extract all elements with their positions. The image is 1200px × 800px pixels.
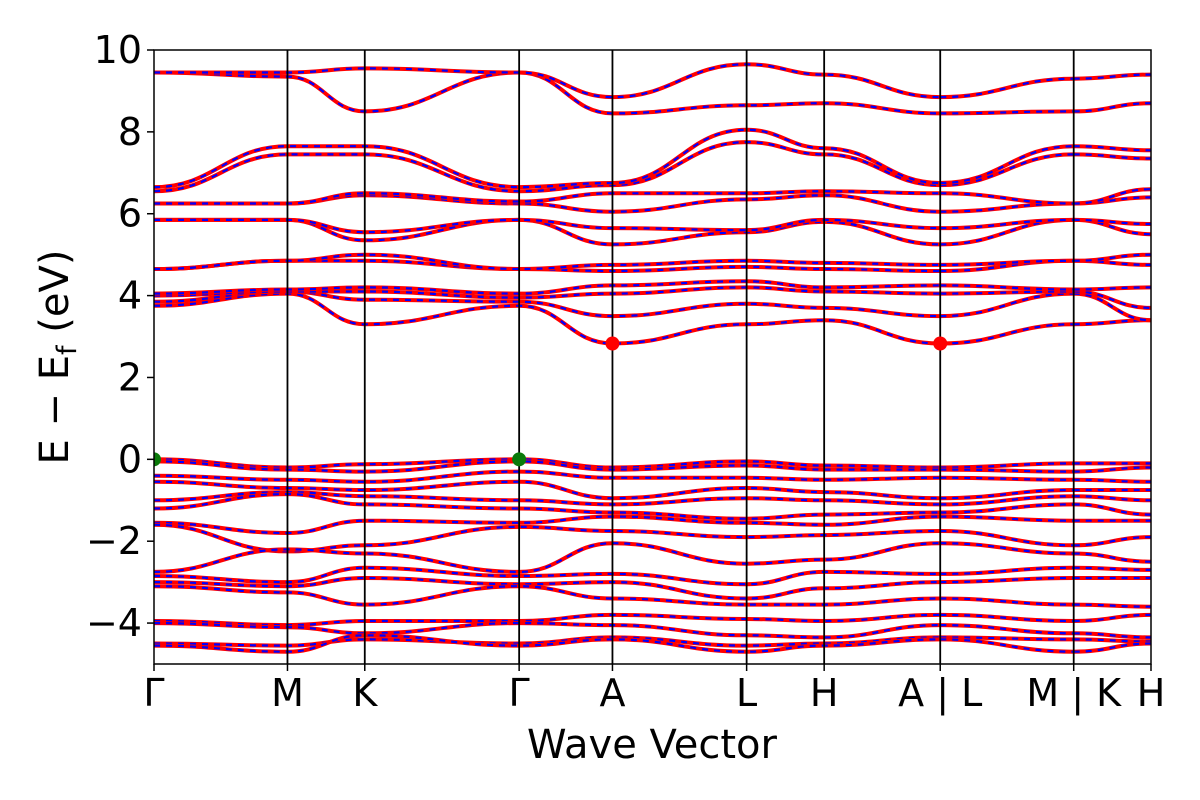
y-tick-label: −2 (86, 519, 142, 563)
x-tick-label: H (1137, 671, 1166, 715)
vbm-marker-2 (512, 452, 527, 467)
x-tick-label: M | K (1026, 671, 1122, 716)
band-vb7-dashed-line (154, 515, 1151, 535)
cbm-marker-3 (605, 336, 620, 351)
y-axis-ticks: −4 −2 0 2 4 6 8 10 (86, 28, 154, 645)
x-tick-label: K (352, 671, 378, 715)
x-tick-label: A | L (898, 671, 982, 716)
x-tick-label: L (736, 671, 757, 715)
band-cb11-dashed-line (154, 140, 1151, 193)
band-vb11-dashed-line (154, 576, 1151, 600)
y-tick-label: 10 (94, 28, 142, 72)
x-tick-label: Γ (143, 671, 164, 715)
y-tick-label: 0 (118, 437, 142, 481)
band-vb12-dashed-line (154, 585, 1151, 608)
band-lines (154, 62, 1151, 654)
y-tick-label: −4 (86, 601, 142, 645)
band-vb6-dashed-line (154, 492, 1151, 520)
high-symmetry-lines (286, 50, 1075, 664)
vbm-marker-1 (154, 452, 161, 467)
x-axis-ticks: Γ M K Γ A L H A | L M | K H (143, 664, 1165, 716)
band-cb14-dashed-line (154, 63, 1151, 99)
y-tick-label: 2 (118, 355, 142, 399)
y-axis-title-main: E − E (32, 355, 78, 465)
y-axis-title-unit: (eV) (32, 250, 78, 346)
band-cb12-dashed-line (154, 128, 1151, 189)
band-extrema-markers (154, 336, 948, 467)
band-cb10-dashed-line (154, 188, 1151, 205)
x-tick-label: Γ (509, 671, 530, 715)
band-vb4-dashed-line (154, 480, 1151, 500)
band-cb8-dashed-line (154, 218, 1151, 234)
plot-frame (153, 49, 1152, 665)
band-cb7-dashed-line (154, 218, 1151, 246)
band-vb10-dashed-line (154, 566, 1151, 586)
x-axis-title: Wave Vector (527, 722, 778, 768)
y-tick-label: 4 (118, 274, 142, 318)
band-vb16-dashed-line (154, 634, 1151, 653)
y-axis-title-subscript: f (52, 344, 83, 355)
band-vb14-dashed-line (154, 621, 1151, 639)
y-tick-label: 8 (118, 110, 142, 154)
cbm-marker-4 (933, 336, 948, 351)
band-cb1-dashed-line (154, 292, 1151, 345)
x-tick-label: H (810, 671, 839, 715)
band-cb13-dashed-line (154, 71, 1151, 115)
x-tick-label: M (271, 671, 304, 715)
y-axis-title: E − Ef (eV) (32, 250, 83, 465)
x-tick-label: A (599, 671, 625, 715)
y-tick-label: 6 (118, 192, 142, 236)
